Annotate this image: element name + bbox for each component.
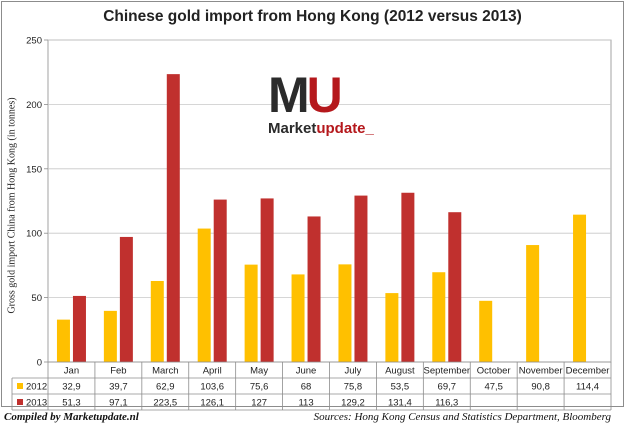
data-label-2012: 32,9 bbox=[62, 382, 81, 393]
data-label-2013: 127 bbox=[251, 398, 267, 409]
x-tick-label: October bbox=[477, 366, 511, 377]
x-tick-label: June bbox=[296, 366, 317, 377]
y-tick-label: 250 bbox=[26, 36, 42, 47]
x-tick-label: May bbox=[250, 366, 268, 377]
logo-letter-u: U bbox=[306, 67, 343, 123]
bar-2013-april bbox=[213, 199, 227, 362]
bar-2013-september bbox=[448, 212, 462, 362]
legend-swatch-2012 bbox=[17, 383, 23, 389]
data-label-2012: 68 bbox=[301, 382, 312, 393]
x-tick-label: March bbox=[152, 366, 178, 377]
y-axis-label: Gross gold import China from Hong Kong (… bbox=[6, 97, 18, 314]
logo-word-update: update_ bbox=[316, 120, 374, 137]
data-label-2013: 113 bbox=[298, 398, 313, 409]
x-tick-label: April bbox=[203, 366, 222, 377]
bar-2012-may bbox=[244, 264, 258, 362]
bar-2012-feb bbox=[103, 310, 117, 362]
bar-2012-july bbox=[338, 264, 352, 362]
bar-2012-december bbox=[573, 214, 587, 362]
legend-swatch-2013 bbox=[17, 399, 23, 405]
bar-2012-april bbox=[197, 228, 211, 362]
x-tick-label: December bbox=[566, 366, 610, 377]
bar-2013-august bbox=[401, 192, 415, 362]
bar-2012-october bbox=[479, 300, 493, 362]
y-axis-ticks: 0 50 100 150 200 250 bbox=[26, 36, 48, 369]
bar-2013-feb bbox=[119, 236, 133, 362]
data-label-2012: 69,7 bbox=[438, 382, 457, 393]
data-label-2013: 51,3 bbox=[62, 398, 81, 409]
data-label-2012: 90,8 bbox=[531, 382, 550, 393]
bar-2013-march bbox=[166, 74, 180, 362]
legend-label-2012: 2012 bbox=[26, 382, 47, 393]
y-tick-label: 50 bbox=[31, 293, 42, 304]
logo-mark: MU bbox=[268, 70, 380, 120]
data-label-2012: 75,6 bbox=[250, 382, 269, 393]
data-label-2012: 75,8 bbox=[344, 382, 363, 393]
bar-2013-may bbox=[260, 198, 274, 362]
marketupdate-logo: MU Marketupdate_ bbox=[268, 70, 380, 138]
y-tick-label: 150 bbox=[26, 164, 42, 175]
data-label-2013: 126,1 bbox=[200, 398, 224, 409]
x-tick-label: November bbox=[519, 366, 563, 377]
logo-wordmark: Marketupdate_ bbox=[268, 120, 380, 138]
bars bbox=[56, 74, 587, 362]
data-table: Jan Feb March April May June July August Septemb… bbox=[11, 361, 612, 411]
x-tick-label: September bbox=[424, 366, 470, 377]
logo-word-market: Market bbox=[268, 120, 317, 137]
x-tick-label: Jan bbox=[64, 366, 79, 377]
data-label-2012: 103,6 bbox=[200, 382, 224, 393]
bar-2012-september bbox=[432, 272, 446, 362]
bar-2013-jan bbox=[72, 295, 86, 362]
bar-2012-jan bbox=[56, 319, 70, 362]
y-tick-label: 200 bbox=[26, 100, 42, 111]
y-tick-label: 0 bbox=[37, 358, 42, 369]
data-label-2013: 116,3 bbox=[435, 398, 458, 409]
y-tick-label: 100 bbox=[26, 229, 42, 240]
x-tick-label: Feb bbox=[110, 366, 126, 377]
data-label-2012: 114,4 bbox=[576, 382, 599, 393]
data-label-2012: 62,9 bbox=[156, 382, 175, 393]
bar-2012-march bbox=[150, 280, 164, 362]
data-label-2013: 97,1 bbox=[109, 398, 128, 409]
footer-sources: Sources: Hong Kong Census and Statistics… bbox=[313, 411, 611, 423]
bar-2013-july bbox=[354, 195, 368, 362]
bar-2012-november bbox=[526, 245, 540, 362]
bar-2012-june bbox=[291, 274, 305, 362]
chart-title: Chinese gold import from Hong Kong (2012… bbox=[103, 8, 522, 25]
x-tick-label: August bbox=[385, 366, 415, 377]
data-label-2012: 53,5 bbox=[391, 382, 410, 393]
data-label-2013: 129,2 bbox=[341, 398, 365, 409]
data-label-2013: 131,4 bbox=[388, 398, 412, 409]
data-label-2012: 47,5 bbox=[484, 382, 503, 393]
bar-2012-august bbox=[385, 293, 399, 362]
data-label-2012: 39,7 bbox=[109, 382, 128, 393]
bar-2013-june bbox=[307, 216, 321, 362]
legend-label-2013: 2013 bbox=[26, 398, 47, 409]
x-tick-label: July bbox=[345, 366, 362, 377]
logo-letter-m: M bbox=[268, 67, 310, 123]
footer-compiled-by: Compiled by Marketupdate.nl bbox=[4, 411, 139, 423]
data-label-2013: 223,5 bbox=[153, 398, 177, 409]
